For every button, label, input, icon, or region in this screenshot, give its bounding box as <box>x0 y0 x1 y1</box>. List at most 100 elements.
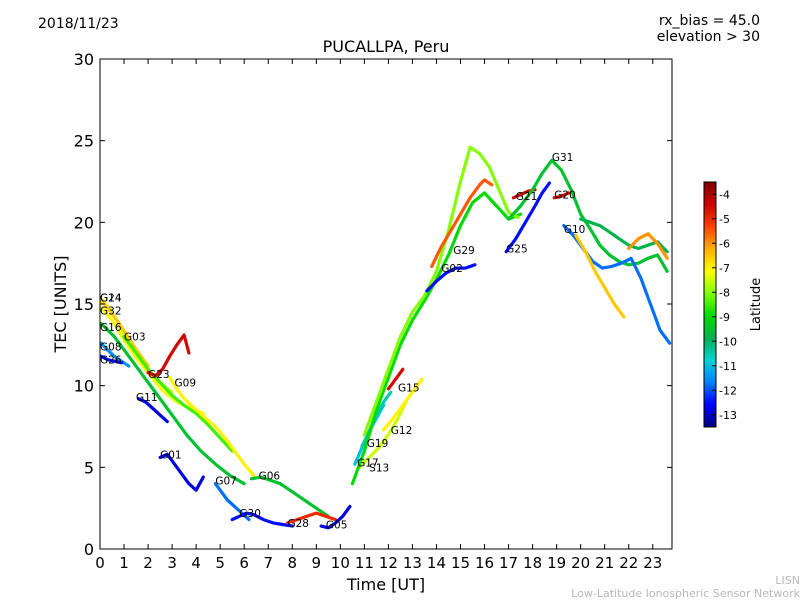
colorbar-tick-label: -6 <box>719 237 730 250</box>
plot-parameters: rx_bias = 45.0 elevation > 30 <box>657 13 760 45</box>
prn-label-g30: G30 <box>239 508 261 520</box>
y-tick-label: 20 <box>74 213 94 232</box>
x-tick-label: 17 <box>499 554 518 572</box>
series-g06 <box>249 475 330 518</box>
x-tick-label: 9 <box>312 554 322 572</box>
series-g01 <box>158 452 205 492</box>
y-tick-label: 10 <box>74 377 94 396</box>
prn-label-g21: G21 <box>516 191 538 203</box>
x-tick-label: 20 <box>571 554 590 572</box>
x-tick-label: 14 <box>427 554 446 572</box>
colorbar: -4 -5 -6 -7 -8 -9 -10 -11 -12 -13 Latitude <box>703 181 764 428</box>
series-g30b <box>574 233 626 319</box>
colorbar-tick-label: -11 <box>719 360 737 373</box>
prn-label-g31: G31 <box>552 152 574 164</box>
prn-label-g26: G26 <box>100 355 122 367</box>
series-g11 <box>136 397 169 424</box>
prn-label-g19: G19 <box>367 438 389 450</box>
colorbar-tick-label: -7 <box>719 262 730 275</box>
colorbar-tick-label: -9 <box>719 311 730 324</box>
series-g03 <box>122 335 234 453</box>
prn-label-g15: G15 <box>398 382 420 394</box>
series-g25 <box>504 181 552 254</box>
x-tick-label: 1 <box>119 554 129 572</box>
prn-label-g24: G24 <box>100 292 122 304</box>
prn-label-g06: G06 <box>259 471 281 483</box>
x-tick-label: 5 <box>215 554 225 572</box>
colorbar-tick-label: -8 <box>719 286 730 299</box>
colorbar-tick-label: -13 <box>719 409 737 422</box>
x-tick-label: 12 <box>379 554 398 572</box>
prn-label-g32: G32 <box>100 306 122 318</box>
y-tick-label: 25 <box>74 132 94 151</box>
series-g23 <box>146 333 191 378</box>
colorbar-tick-label: -5 <box>719 213 730 226</box>
series-g08 <box>99 341 131 368</box>
series-s13 <box>358 397 410 469</box>
x-tick-label: 4 <box>191 554 201 572</box>
x-tick-label: 23 <box>643 554 662 572</box>
x-tick-label: 19 <box>547 554 566 572</box>
colorbar-tick-label: -4 <box>719 188 730 201</box>
prn-label-g20: G20 <box>554 190 576 202</box>
prn-label-g28: G28 <box>287 518 309 530</box>
y-tick-label: 0 <box>84 540 94 559</box>
date-label: 2018/11/23 <box>38 16 119 32</box>
prn-label-g25: G25 <box>506 243 528 255</box>
y-tick-label: 30 <box>74 50 94 69</box>
colorbar-ticks: -4 -5 -6 -7 -8 -9 -10 -11 -12 -13 <box>712 188 737 422</box>
prn-label-g11: G11 <box>136 392 158 404</box>
footer-line-2: Low-Latitude Ionospheric Sensor Network <box>571 587 800 600</box>
elevation-label: elevation > 30 <box>656 29 760 45</box>
footer-credit: LISN Low-Latitude Ionospheric Sensor Net… <box>571 574 800 600</box>
chart-title: PUCALLPA, Peru <box>322 37 450 56</box>
x-tick-label: 3 <box>167 554 177 572</box>
series-g26 <box>99 354 124 365</box>
series-g05 <box>319 504 352 530</box>
prn-label-g12: G12 <box>391 425 413 437</box>
prn-label-g01: G01 <box>160 449 182 461</box>
prn-label-g14: G14 <box>100 292 122 304</box>
series-g30 <box>230 511 294 528</box>
x-tick-label: 10 <box>331 554 350 572</box>
footer-line-1: LISN <box>775 574 800 587</box>
series-g29 <box>362 145 520 437</box>
y-tick-label: 15 <box>74 295 94 314</box>
x-tick-label: 11 <box>355 554 374 572</box>
series-g27 <box>579 217 669 254</box>
prn-label-g05: G05 <box>326 520 348 532</box>
prn-label-g02: G02 <box>441 263 463 275</box>
x-tick-label: 6 <box>239 554 249 572</box>
y-tick-label: 5 <box>84 458 94 477</box>
x-tick-label: 18 <box>523 554 542 572</box>
series-g28 <box>285 511 338 525</box>
colorbar-label: Latitude <box>749 278 764 332</box>
colorbar-tick-label: -10 <box>719 335 737 348</box>
series-g18 <box>627 232 669 260</box>
series-layer <box>99 145 672 530</box>
prn-label-g03: G03 <box>124 332 146 344</box>
series-g14 <box>99 299 150 368</box>
x-tick-label: 21 <box>595 554 614 572</box>
y-axis-label: TEC [UNITS] <box>51 256 70 354</box>
series-g20 <box>552 191 571 200</box>
series-g21 <box>425 263 477 293</box>
x-tick-label: 0 <box>95 554 105 572</box>
prn-label-g16: G16 <box>100 322 122 334</box>
x-tick-label: 2 <box>143 554 153 572</box>
series-g31 <box>507 158 669 273</box>
x-tick-label: 15 <box>451 554 470 572</box>
x-tick-label: 16 <box>475 554 494 572</box>
series-g09 <box>168 375 256 478</box>
series-g16 <box>99 322 246 486</box>
plot-frame <box>99 58 673 550</box>
x-tick-label: 8 <box>287 554 297 572</box>
prn-label-g10: G10 <box>564 224 586 236</box>
rx-bias-label: rx_bias = 45.0 <box>658 13 760 29</box>
prn-label-g08: G08 <box>100 341 122 353</box>
prn-label-g23: G23 <box>148 369 170 381</box>
colorbar-tick-label: -12 <box>719 384 737 397</box>
x-tick-label: 7 <box>263 554 273 572</box>
series-g12 <box>382 377 424 432</box>
